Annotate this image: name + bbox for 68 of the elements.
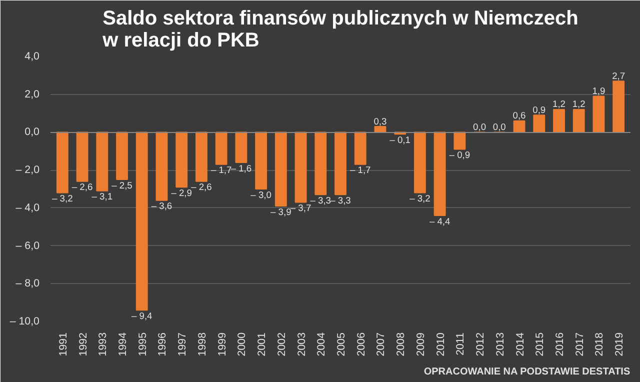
- data-label: – 2,6: [191, 182, 212, 192]
- data-label: – 3,3: [330, 195, 351, 206]
- x-tick-label: 2002: [276, 332, 288, 356]
- x-tick-label: 1993: [97, 332, 110, 356]
- x-tick-label: 2009: [414, 332, 427, 356]
- data-label: 0,9: [532, 104, 546, 115]
- text: OPRACOWANIE NA PODSTAWIE DESTATIS: [424, 366, 630, 378]
- x-tick-label: 2013: [494, 332, 506, 356]
- data-label: – 3,2: [52, 194, 73, 204]
- data-label: – 2,5: [112, 180, 132, 190]
- x-tick-label: 2016: [554, 332, 566, 356]
- data-label: – 3,1: [92, 192, 113, 202]
- chart-title: Saldo sektora finansów publicznych w Niemczech w relacji do PKB: [102, 8, 578, 52]
- x-tick-label: 2019: [614, 332, 626, 356]
- data-label: – 3,0: [250, 190, 272, 200]
- y-tick-label: – 10,0: [10, 316, 40, 328]
- x-tick-label: 1999: [216, 332, 228, 356]
- x-tick-label: 1997: [176, 332, 189, 356]
- x-tick-label: 2007: [375, 332, 388, 356]
- y-tick-label: – 4,0: [16, 202, 40, 214]
- x-tick-label: 1991: [57, 332, 70, 356]
- y-tick-label: – 8,0: [16, 278, 40, 290]
- x-tick-label: 2006: [355, 332, 368, 356]
- data-label: – 2,6: [72, 182, 93, 192]
- x-tick-label: 2010: [434, 332, 447, 356]
- data-label: 0,6: [512, 110, 526, 121]
- data-label: – 3,6: [151, 201, 172, 212]
- x-tick-label: 2004: [316, 332, 328, 356]
- x-tick-label: 2003: [296, 332, 308, 356]
- data-label: – 3,3: [310, 195, 332, 206]
- data-label: – 1,7: [210, 165, 232, 176]
- y-tick-label: 4,0: [24, 50, 40, 62]
- x-tick-label: 2018: [594, 332, 606, 356]
- data-label: – 1,6: [230, 163, 252, 174]
- data-label: 1,9: [592, 86, 606, 96]
- x-tick-label: 2005: [336, 332, 348, 356]
- data-label: 0,3: [374, 116, 387, 126]
- y-tick-label: 2,0: [24, 88, 40, 100]
- x-tick-label: 2000: [236, 332, 248, 356]
- x-tick-label: 1996: [156, 332, 169, 356]
- data-label: – 9,4: [131, 310, 152, 321]
- x-tick-label: 1998: [196, 332, 208, 356]
- data-label: – 0,1: [390, 134, 410, 145]
- data-label: 1,2: [572, 99, 586, 110]
- y-tick-label: – 6,0: [16, 240, 40, 252]
- x-tick-label: 1995: [136, 332, 149, 356]
- x-tick-label: 2012: [474, 332, 487, 356]
- data-label: – 2,9: [171, 188, 192, 198]
- data-label: – 3,2: [410, 194, 430, 204]
- data-label: 0,0: [473, 122, 486, 132]
- x-tick-label: 1994: [117, 332, 130, 356]
- x-tick-label: 2011: [454, 332, 467, 356]
- data-label: 1,2: [552, 99, 566, 110]
- x-tick-label: 2001: [256, 332, 268, 356]
- data-label: – 4,4: [429, 216, 450, 226]
- data-label: – 3,9: [270, 206, 292, 217]
- x-tick-label: 2008: [395, 332, 408, 356]
- x-tick-label: 2017: [574, 332, 586, 356]
- data-label: 2,7: [612, 70, 626, 81]
- data-label: – 1,7: [350, 165, 371, 176]
- x-tick-label: 2015: [534, 332, 546, 356]
- data-label: 0,0: [492, 122, 506, 132]
- x-tick-label: 2014: [514, 332, 526, 356]
- x-tick-label: 1992: [77, 332, 90, 356]
- y-tick-label: – 2,0: [16, 164, 40, 176]
- y-tick-label: 0,0: [24, 126, 40, 138]
- data-label: – 0,9: [449, 150, 470, 160]
- data-label: – 3,7: [290, 203, 312, 214]
